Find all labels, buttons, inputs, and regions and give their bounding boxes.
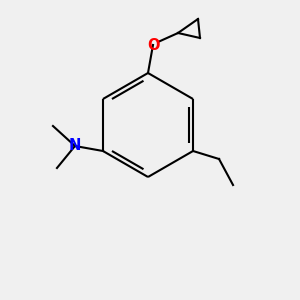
Text: O: O — [147, 38, 159, 52]
Text: N: N — [69, 139, 81, 154]
